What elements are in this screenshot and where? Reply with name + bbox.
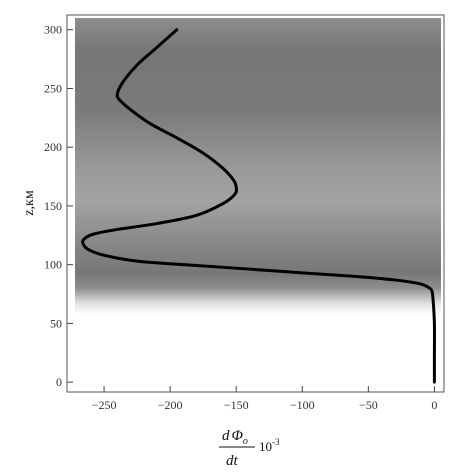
x-axis-label: d Φo dt 10-3 <box>219 428 280 469</box>
x-tick-label: −50 <box>359 398 378 412</box>
y-tick-label: 50 <box>50 316 62 330</box>
x-label-scale-exp: -3 <box>272 437 280 447</box>
y-tick-label: 0 <box>56 375 62 389</box>
x-axis: −250 −200 −150 −100 −50 0 <box>92 386 437 412</box>
x-tick-label: −150 <box>224 398 249 412</box>
y-tick-label: 250 <box>44 81 62 95</box>
plot-background <box>75 18 441 388</box>
x-label-scale-base: 10 <box>259 439 272 454</box>
series-group <box>81 28 436 384</box>
x-label-denominator: dt <box>226 453 239 469</box>
x-label-sub: o <box>243 436 248 447</box>
svg-text:10-3: 10-3 <box>259 437 280 454</box>
y-axis-label: z,км <box>22 190 37 216</box>
plot-frame <box>66 14 445 393</box>
x-label-phi: Φ <box>232 428 244 444</box>
y-tick-label: 200 <box>44 140 62 154</box>
y-tick-label: 100 <box>44 258 62 272</box>
x-tick-label: 0 <box>431 398 437 412</box>
x-tick-label: −100 <box>290 398 315 412</box>
x-tick-label: −200 <box>158 398 183 412</box>
y-tick-label: 300 <box>44 23 62 37</box>
x-tick-label: −250 <box>92 398 117 412</box>
y-axis: 0 50 100 150 200 250 300 <box>44 23 73 389</box>
y-tick-label: 150 <box>44 199 62 213</box>
svg-text:dΦo: d Φo <box>222 428 248 447</box>
series-line <box>81 28 436 384</box>
x-label-d: d <box>222 428 230 444</box>
